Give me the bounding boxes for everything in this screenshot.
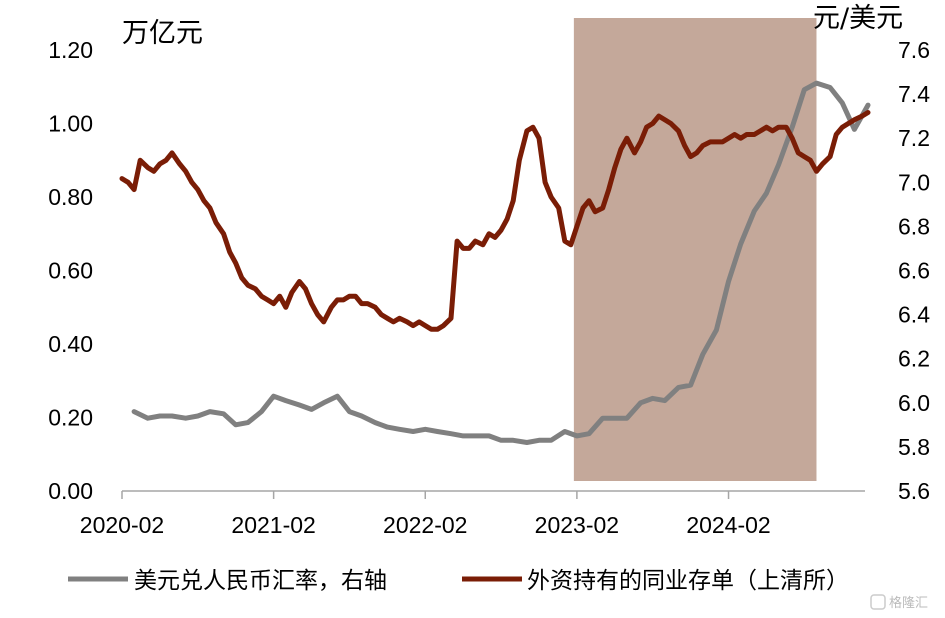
x-tick-label: 2024-02	[686, 512, 770, 538]
left-tick-label: 1.20	[48, 37, 93, 63]
right-tick-label: 6.4	[898, 302, 930, 328]
right-tick-label: 6.6	[898, 258, 930, 284]
left-tick-label: 1.00	[48, 111, 93, 137]
right-tick-label: 7.6	[898, 37, 930, 63]
x-tick-label: 2021-02	[231, 512, 315, 538]
legend: 美元兑人民币汇率，右轴 外资持有的同业存单（上清所）	[68, 568, 849, 594]
shaded-region	[573, 18, 817, 481]
left-axis-unit: 万亿元	[122, 18, 203, 49]
right-tick-label: 6.0	[898, 390, 930, 416]
left-tick-label: 0.40	[48, 331, 93, 357]
legend-label-exchange-rate: 美元兑人民币汇率，右轴	[134, 568, 387, 594]
x-tick-label: 2023-02	[535, 512, 619, 538]
watermark-text: 格隆汇	[889, 595, 928, 611]
right-tick-label: 7.4	[898, 81, 930, 107]
watermark-logo-icon	[870, 594, 886, 610]
series-line-foreign-ncd	[119, 110, 871, 332]
left-tick-label: 0.00	[48, 478, 93, 504]
right-tick-label: 7.2	[898, 125, 930, 151]
x-tick-label: 2020-02	[80, 512, 164, 538]
right-tick-label: 7.0	[898, 169, 930, 195]
right-axis-ticks: 5.6 5.8 6.0 6.2 6.4 6.6 6.8 7.0 7.2 7.4 7.6	[898, 37, 930, 504]
right-tick-label: 6.2	[898, 346, 930, 372]
legend-label-foreign-ncd: 外资持有的同业存单（上清所）	[527, 568, 849, 594]
right-tick-label: 6.8	[898, 213, 930, 239]
left-tick-label: 0.60	[48, 258, 93, 284]
left-axis-ticks: 0.00 0.20 0.40 0.60 0.80 1.00 1.20	[48, 37, 93, 504]
watermark: 格隆汇	[870, 594, 928, 611]
right-tick-label: 5.6	[898, 478, 930, 504]
x-axis-ticks: 2020-02 2021-02 2022-02 2023-02 2024-02	[80, 491, 771, 538]
right-axis-unit: 元/美元	[813, 3, 903, 34]
series-line-exchange-rate	[131, 80, 871, 445]
x-tick-label: 2022-02	[383, 512, 467, 538]
right-tick-label: 5.8	[898, 434, 930, 460]
left-tick-label: 0.80	[48, 184, 93, 210]
left-tick-label: 0.20	[48, 405, 93, 431]
